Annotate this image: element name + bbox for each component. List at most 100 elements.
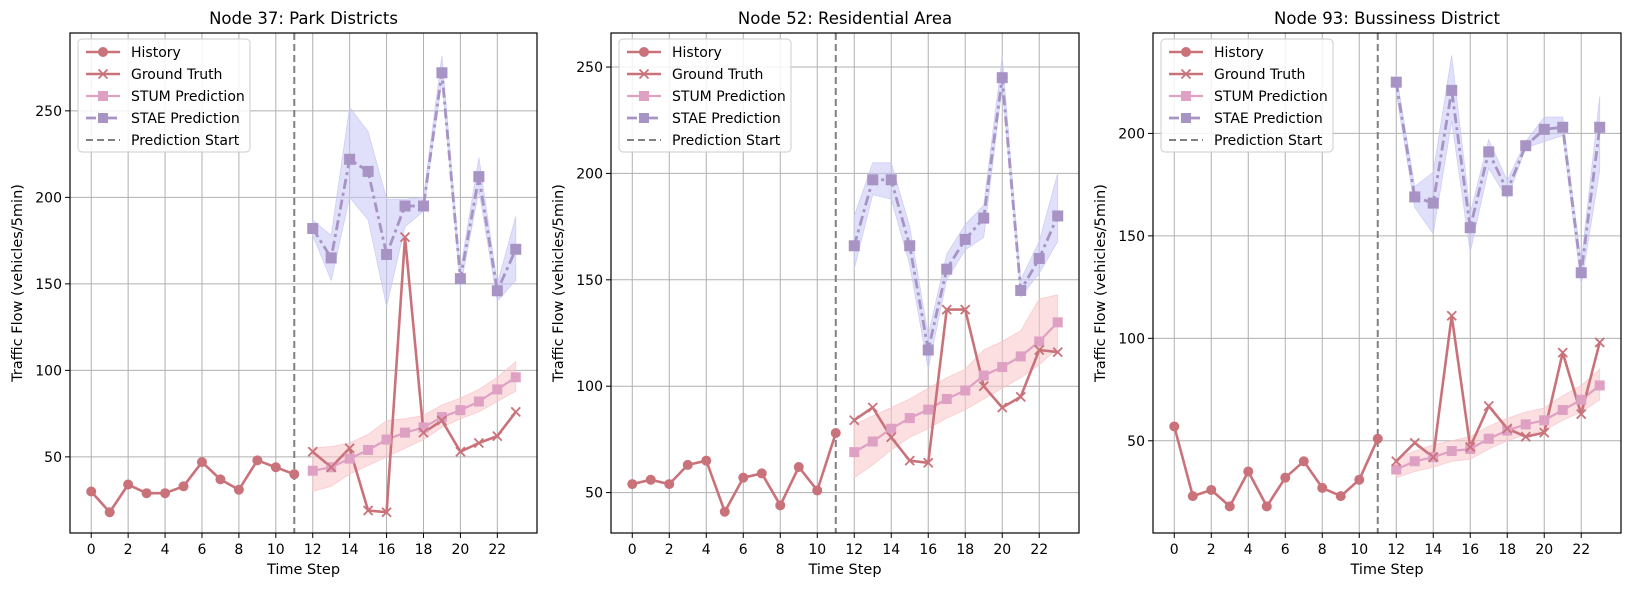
stae-point: [1575, 267, 1587, 279]
stae-point: [941, 263, 953, 275]
ground-truth-point: [1015, 391, 1026, 402]
history-line: [1173, 426, 1379, 508]
axes-frame: [610, 32, 1080, 534]
legend-box: [77, 38, 251, 153]
stae-point: [381, 248, 393, 260]
stae-point: [510, 243, 522, 255]
x-tick-label: 8: [234, 542, 243, 558]
y-tick-label: 50: [1127, 434, 1145, 450]
stae-point: [1446, 84, 1458, 96]
y-tick-label: 50: [44, 450, 62, 466]
y-tick-label: 100: [1118, 331, 1145, 347]
stum-confidence-band: [1395, 368, 1601, 479]
legend: History Ground Truth STUM Prediction STAE P…: [1160, 38, 1334, 153]
stum-point: [1502, 425, 1513, 436]
history-point: [1243, 466, 1254, 477]
x-tick-label: 10: [267, 542, 285, 558]
history-point: [719, 506, 730, 517]
ground-truth-point: [1052, 347, 1063, 358]
stum-point: [455, 405, 466, 416]
stum-point: [1034, 336, 1045, 347]
history-point: [1298, 456, 1309, 467]
stum-point: [344, 453, 355, 464]
legend-label-stae: STAE Prediction: [672, 111, 781, 127]
legend-label-ground_truth: Ground Truth: [1214, 67, 1305, 83]
x-tick-label: 14: [341, 542, 359, 558]
ground-truth-point: [1539, 427, 1550, 438]
legend: History Ground Truth STUM Prediction STAE P…: [77, 38, 251, 153]
stae-point: [344, 153, 356, 165]
stum-point: [436, 412, 447, 423]
stae-point: [1052, 210, 1064, 222]
history-point: [178, 481, 189, 492]
history-point: [756, 468, 767, 479]
history-point: [289, 469, 300, 480]
x-tick-label: 22: [1572, 542, 1590, 558]
x-tick-label: 4: [702, 542, 711, 558]
x-tick-label: 0: [628, 542, 637, 558]
ground-truth-point: [1446, 310, 1457, 321]
ground-truth-point: [904, 455, 915, 466]
stum-point: [978, 370, 989, 381]
panel-3: 0 2 4 6 8 10 12 14 16 18 20 22 50 100 150 200 Node 93: B…: [1093, 9, 1622, 578]
y-tick-label: 150: [1118, 229, 1145, 245]
stum-point: [1557, 405, 1568, 416]
stae-point: [1520, 140, 1532, 152]
stum-point: [1465, 443, 1476, 454]
stae-point: [362, 165, 374, 177]
history-point: [104, 507, 115, 518]
ground-truth-point: [326, 462, 337, 473]
stae-point: [1409, 191, 1421, 203]
x-tick-label: 4: [1244, 542, 1253, 558]
axes-frame: [1152, 32, 1622, 534]
grid: [70, 33, 537, 533]
plot-area: [1169, 33, 1606, 533]
ground-truth-point: [960, 304, 971, 315]
stum-point: [1409, 456, 1420, 467]
history-point: [1187, 491, 1198, 502]
legend: History Ground Truth STUM Prediction STAE P…: [618, 38, 792, 153]
stum-confidence-band: [312, 360, 517, 493]
legend-label-stum: STUM Prediction: [131, 89, 245, 105]
x-tick-label: 14: [1424, 542, 1442, 558]
stae-point: [1015, 284, 1027, 296]
y-tick-label: 200: [35, 190, 62, 206]
legend-label-pred_start: Prediction Start: [1214, 133, 1323, 149]
history-point: [738, 472, 749, 483]
history-point: [812, 485, 823, 496]
history-point: [1261, 501, 1272, 512]
ground-truth-point: [1465, 441, 1476, 453]
ground-truth-point: [362, 505, 374, 516]
ground-truth-point: [997, 402, 1008, 413]
stae-point: [885, 174, 897, 186]
stum-point: [849, 447, 860, 458]
stae-point: [1427, 197, 1439, 209]
x-tick-label: 2: [124, 542, 133, 558]
legend-label-stae: STAE Prediction: [1214, 111, 1323, 127]
x-axis-label: Time Step: [807, 562, 881, 578]
y-tick-label: 100: [35, 363, 62, 379]
legend-label-history: History: [1214, 45, 1264, 61]
x-tick-label: 12: [1387, 542, 1405, 558]
y-axis-label: Traffic Flow (vehicles/5min): [1093, 184, 1109, 383]
stae-line: [311, 71, 518, 293]
stum-point: [492, 384, 503, 395]
legend-label-pred_start: Prediction Start: [131, 133, 240, 149]
x-tick-label: 8: [776, 542, 785, 558]
x-tick-label: 18: [415, 542, 433, 558]
x-axis-label: Time Step: [1349, 562, 1423, 578]
ground-truth-point: [473, 437, 484, 449]
ground-truth-point: [849, 415, 860, 426]
stum-point: [363, 444, 374, 455]
chart-title: Node 52: Residential Area: [738, 9, 952, 28]
ground-truth-point: [1391, 456, 1402, 467]
legend-box: [618, 38, 792, 153]
stae-point: [399, 200, 411, 212]
y-tick-label: 250: [576, 60, 603, 76]
ground-truth-point: [1520, 431, 1531, 442]
stum-point: [473, 396, 484, 407]
ground-truth-point: [1594, 337, 1605, 348]
history-point: [160, 488, 171, 499]
history-point: [1372, 433, 1383, 444]
